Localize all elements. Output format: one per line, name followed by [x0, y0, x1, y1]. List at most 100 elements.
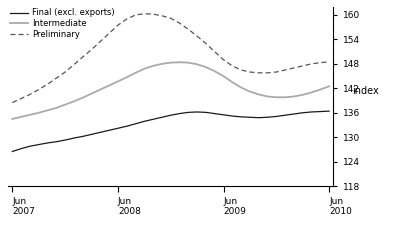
Preliminary: [300, 64, 305, 67]
Intermediate: [168, 61, 173, 64]
Final (excl. exports): [327, 110, 331, 113]
Intermediate: [89, 92, 94, 95]
Preliminary: [142, 12, 147, 15]
Intermediate: [291, 95, 296, 98]
Final (excl. exports): [300, 111, 305, 114]
Preliminary: [212, 50, 217, 53]
Final (excl. exports): [89, 133, 94, 136]
Final (excl. exports): [63, 139, 67, 141]
Preliminary: [160, 14, 164, 17]
Legend: Final (excl. exports), Intermediate, Preliminary: Final (excl. exports), Intermediate, Pre…: [10, 8, 115, 39]
Line: Intermediate: Intermediate: [12, 62, 329, 119]
Final (excl. exports): [37, 143, 41, 146]
Final (excl. exports): [124, 125, 129, 128]
Preliminary: [107, 32, 112, 35]
Intermediate: [160, 62, 164, 65]
Preliminary: [274, 71, 279, 73]
Final (excl. exports): [195, 111, 199, 113]
Final (excl. exports): [318, 110, 323, 113]
Preliminary: [27, 93, 32, 96]
Intermediate: [107, 84, 112, 87]
Final (excl. exports): [133, 122, 138, 125]
Intermediate: [80, 96, 85, 99]
Final (excl. exports): [256, 116, 261, 119]
Line: Final (excl. exports): Final (excl. exports): [12, 111, 329, 151]
Preliminary: [177, 22, 182, 25]
Final (excl. exports): [239, 116, 243, 118]
Final (excl. exports): [247, 116, 252, 119]
Preliminary: [186, 28, 191, 31]
Preliminary: [327, 60, 331, 63]
Final (excl. exports): [265, 116, 270, 119]
Final (excl. exports): [10, 150, 15, 153]
Y-axis label: index: index: [352, 86, 379, 96]
Preliminary: [124, 18, 129, 20]
Intermediate: [239, 86, 243, 89]
Intermediate: [327, 85, 331, 88]
Intermediate: [204, 66, 208, 69]
Final (excl. exports): [212, 112, 217, 115]
Preliminary: [45, 83, 50, 86]
Preliminary: [230, 64, 235, 67]
Intermediate: [318, 88, 323, 91]
Intermediate: [124, 76, 129, 79]
Preliminary: [151, 13, 156, 15]
Intermediate: [63, 103, 67, 106]
Intermediate: [71, 100, 76, 103]
Intermediate: [133, 72, 138, 74]
Intermediate: [45, 109, 50, 112]
Intermediate: [283, 96, 287, 99]
Preliminary: [204, 42, 208, 45]
Final (excl. exports): [80, 135, 85, 138]
Preliminary: [71, 63, 76, 66]
Final (excl. exports): [177, 112, 182, 115]
Intermediate: [274, 96, 279, 99]
Final (excl. exports): [45, 142, 50, 144]
Final (excl. exports): [142, 120, 147, 123]
Intermediate: [19, 116, 23, 118]
Preliminary: [247, 71, 252, 73]
Final (excl. exports): [230, 115, 235, 117]
Intermediate: [142, 67, 147, 70]
Preliminary: [168, 17, 173, 20]
Intermediate: [54, 106, 59, 109]
Preliminary: [221, 58, 226, 61]
Intermediate: [309, 91, 314, 94]
Preliminary: [265, 72, 270, 74]
Final (excl. exports): [160, 116, 164, 119]
Final (excl. exports): [204, 111, 208, 114]
Intermediate: [212, 70, 217, 73]
Intermediate: [186, 61, 191, 64]
Final (excl. exports): [98, 131, 103, 134]
Final (excl. exports): [107, 129, 112, 132]
Preliminary: [309, 62, 314, 65]
Final (excl. exports): [19, 147, 23, 150]
Final (excl. exports): [291, 113, 296, 115]
Final (excl. exports): [116, 127, 120, 130]
Preliminary: [19, 97, 23, 100]
Intermediate: [10, 118, 15, 120]
Preliminary: [98, 40, 103, 43]
Intermediate: [177, 61, 182, 64]
Preliminary: [10, 101, 15, 104]
Final (excl. exports): [27, 145, 32, 148]
Intermediate: [230, 81, 235, 84]
Intermediate: [98, 88, 103, 91]
Intermediate: [247, 90, 252, 93]
Intermediate: [256, 93, 261, 96]
Preliminary: [116, 24, 120, 27]
Final (excl. exports): [309, 111, 314, 113]
Line: Preliminary: Preliminary: [12, 14, 329, 103]
Intermediate: [37, 111, 41, 114]
Preliminary: [63, 71, 67, 73]
Intermediate: [300, 94, 305, 96]
Final (excl. exports): [168, 114, 173, 117]
Intermediate: [221, 75, 226, 77]
Intermediate: [27, 114, 32, 116]
Preliminary: [283, 69, 287, 71]
Intermediate: [195, 63, 199, 66]
Final (excl. exports): [186, 111, 191, 114]
Final (excl. exports): [274, 115, 279, 118]
Preliminary: [37, 88, 41, 91]
Final (excl. exports): [221, 114, 226, 116]
